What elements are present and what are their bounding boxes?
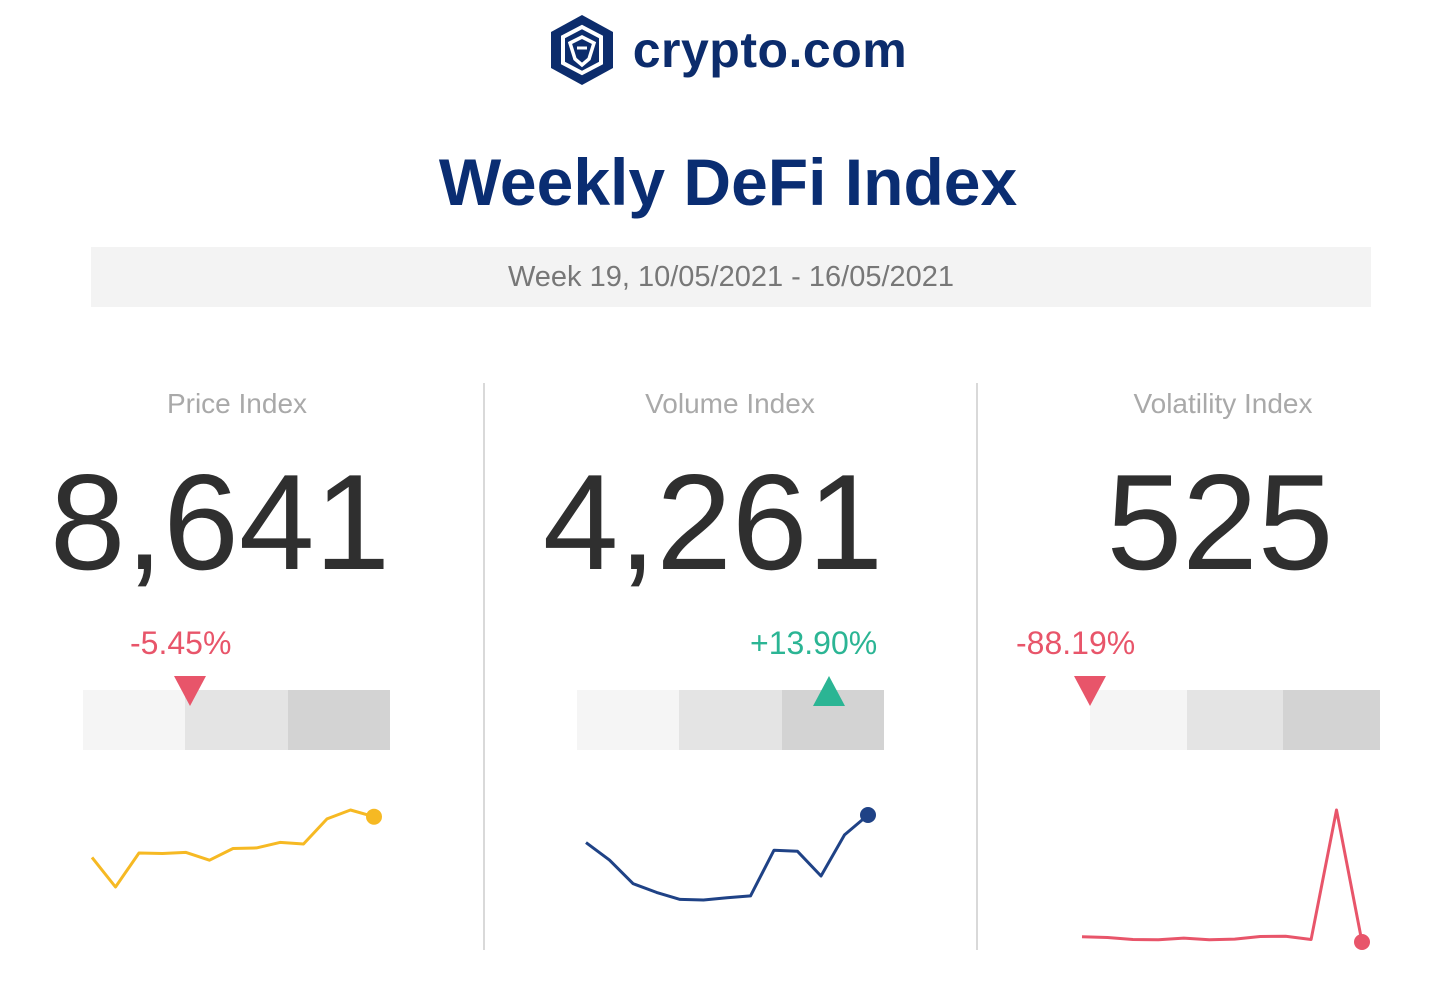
crypto-lion-logo-icon [550,15,613,85]
date-range-text: Week 19, 10/05/2021 - 16/05/2021 [507,260,955,293]
volume-index-panel: Volume Index [510,383,950,963]
volatility-index-gauge [1074,676,1381,750]
volatility-index-down-arrow-icon [1074,676,1106,706]
volume-index-gauge-segment [679,690,783,750]
volatility-index-title: Volatility Index [1133,388,1313,419]
panel-divider [976,383,978,950]
volume-index-value: 4,261 [542,446,884,598]
volatility-index-panel: Volatility Index [1003,383,1443,963]
brand-name: crypto.com [632,22,908,78]
volume-index-title: Volume Index [645,388,815,419]
price-index-down-arrow-icon [174,676,207,706]
price-index-gauge [83,676,391,750]
price-index-value: 8,641 [49,446,391,598]
price-index-panel: Price Index [17,383,457,963]
volatility-index-gauge-segment [1283,690,1381,750]
price-index-gauge-segment [83,690,186,750]
volatility-index-change: -88.19% [1016,625,1136,661]
volume-index-change: +13.90% [750,625,878,661]
volatility-index-value: 525 [1106,446,1334,598]
volume-index-gauge [577,676,885,750]
volume-index-up-arrow-icon [812,676,845,706]
price-index-change: -5.45% [130,625,232,661]
volatility-index-gauge-segment [1186,690,1284,750]
price-index-title: Price Index [166,388,308,419]
brand-header: crypto.com [0,10,1456,90]
volume-index-gauge-segment [577,690,680,750]
date-range-bar: Week 19, 10/05/2021 - 16/05/2021 [91,247,1371,307]
price-index-gauge-segment [287,690,391,750]
volatility-index-gauge-segment [1090,690,1188,750]
page-title: Weekly DeFi Index [438,145,1018,219]
panel-divider [483,383,485,950]
